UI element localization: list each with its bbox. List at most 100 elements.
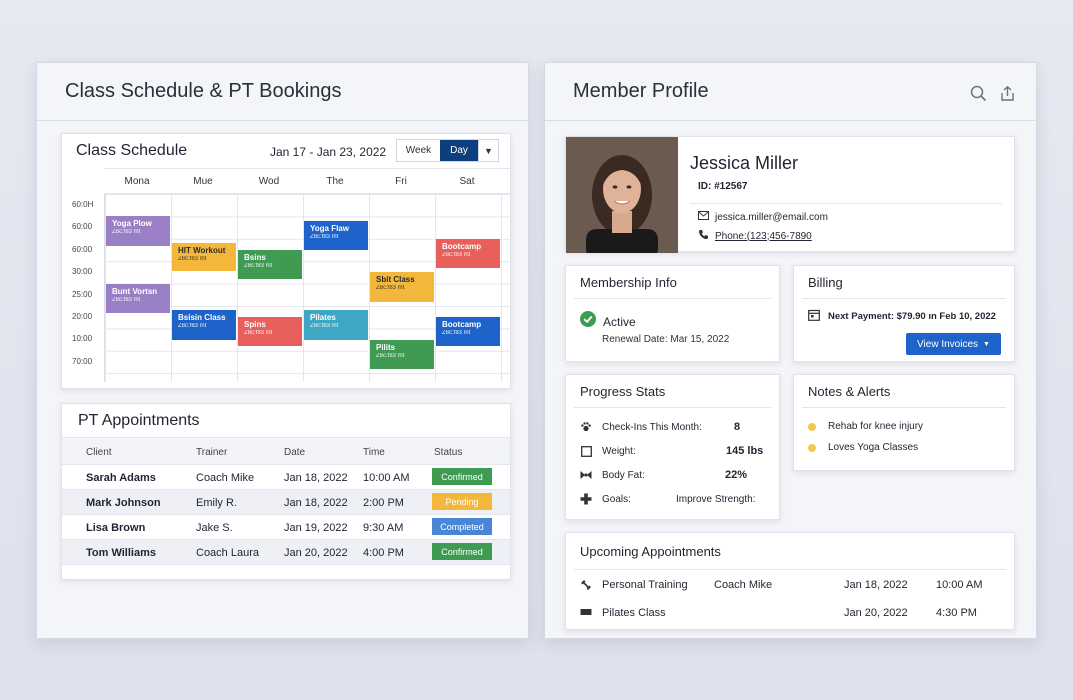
time-label: 10:00 — [72, 334, 93, 344]
appointment-type: Personal Training — [602, 579, 688, 591]
column-header: Trainer — [196, 447, 228, 458]
schedule-grid: Mona Mue Wod The Fri Sat 60:0H 60:00 60:00 30:00… — [62, 168, 512, 384]
column-header: Date — [284, 447, 306, 458]
day-label: Fri — [395, 176, 407, 187]
progress-stat: Weight: 145 lbs — [580, 445, 770, 457]
cross-icon — [580, 493, 592, 505]
member-name: Jessica Miller — [690, 153, 799, 173]
class-event[interactable]: Sbit Class Z8c:f83 mt — [370, 272, 434, 302]
search-icon[interactable] — [970, 85, 987, 107]
note-item: Rehab for knee injury — [808, 421, 923, 432]
event-time: Z8c:f83 mt — [112, 296, 141, 303]
time-label: 60:00 — [72, 244, 93, 254]
view-toggle: Week Day ▼ — [396, 139, 499, 162]
class-event[interactable]: Yoga Flaw Z8c:f83 mt — [304, 220, 368, 250]
view-invoices-button[interactable]: View Invoices ▼ — [906, 333, 1001, 355]
appointment-row[interactable]: Personal Training Coach Mike Jan 18, 202… — [566, 572, 1014, 598]
phone-link[interactable]: Phone:(123;456-7890 — [715, 230, 812, 242]
member-id: ID: #12567 — [698, 181, 748, 192]
time-label: 25:00 — [72, 289, 93, 299]
share-icon[interactable] — [999, 85, 1016, 107]
membership-status: Active — [580, 311, 636, 332]
dumbbell-icon — [580, 579, 592, 594]
day-view-button[interactable]: Day — [440, 140, 478, 161]
day-labels: Mona Mue Wod The Fri Sat — [104, 168, 510, 194]
panel-title: Class Schedule & PT Bookings — [37, 63, 528, 121]
cell-date: Jan 18, 2022 — [284, 497, 348, 509]
note-item: Loves Yoga Classes — [808, 442, 918, 453]
day-label: Sat — [459, 176, 475, 187]
email-text[interactable]: jessica.miller@email.com — [715, 211, 828, 223]
appointment-date: Jan 18, 2022 — [844, 579, 908, 591]
appointment-type: Pilates Class — [602, 607, 666, 619]
week-view-button[interactable]: Week — [397, 140, 440, 161]
billing-card: Billing Next Payment: $79.90 ın Feb 10, … — [793, 265, 1015, 362]
schedule-title: Class Schedule — [76, 142, 188, 159]
time-column: 60:0H 60:00 60:00 30:00 25:00 20:00 10:00 70:00 — [62, 194, 104, 382]
event-title: Bootcamp — [442, 241, 482, 251]
note-text: Rehab for knee injury — [828, 421, 924, 432]
class-event[interactable]: Bsins Z8c:f83 mt — [238, 250, 302, 280]
bowtie-icon — [580, 469, 592, 481]
alert-dot-icon — [808, 443, 816, 452]
time-label: 20:00 — [72, 312, 93, 321]
class-event[interactable]: Pilits Z8c:f83 mt — [370, 339, 434, 369]
event-time: Z8c:f83 mt — [244, 263, 273, 269]
event-title: Pilits — [376, 342, 396, 352]
table-row[interactable]: Tom Williams Coach Laura Jan 20, 2022 4:00 … — [62, 540, 510, 565]
progress-stat: Goals: Improve Strength: — [580, 493, 770, 505]
progress-title: Progress Stats — [580, 384, 666, 399]
time-label: 60:0H — [72, 200, 94, 209]
table-row[interactable]: Sarah Adams Coach Mike Jan 18, 2022 10:00 A… — [62, 465, 510, 490]
notes-title: Notes & Alerts — [808, 384, 891, 399]
event-title: Bsins — [244, 253, 266, 262]
progress-stats-card: Progress Stats Check-Ins This Month: 8 Wei… — [565, 374, 780, 520]
event-title: Bunt Vortsn — [112, 286, 158, 296]
progress-stat: Check-Ins This Month: 8 — [580, 421, 770, 433]
progress-stat: Body Fat: 22% — [580, 469, 770, 481]
class-event[interactable]: Spins Z8c:f83 mt — [238, 317, 302, 347]
status-badge: Pending — [432, 493, 492, 510]
class-event[interactable]: HIT Workout Z8c:f83 mt — [172, 243, 236, 272]
chevron-down-icon[interactable]: ▼ — [478, 140, 498, 161]
next-payment-row: Next Payment: $79.90 ın Feb 10, 2022 — [808, 309, 996, 324]
event-title: Yoga Plow — [112, 219, 152, 229]
event-title: Spins — [244, 320, 266, 330]
time-label: 30:00 — [72, 267, 93, 277]
pt-table: Client Trainer Date Time Status Sarah Ad… — [62, 437, 510, 565]
stat-label: Weight: — [602, 445, 636, 457]
panel-title: Member Profile — [545, 63, 1036, 121]
cell-time: 9:30 AM — [363, 522, 404, 534]
class-event[interactable]: Bunt Vortsn Z8c:f83 mt — [106, 283, 170, 313]
event-title: HIT Workout — [178, 246, 226, 256]
notes-alerts-card: Notes & Alerts Rehab for knee injury Lov… — [793, 374, 1015, 471]
phone-row: Phone:(123;456-7890 — [698, 229, 812, 243]
stat-value: 145 lbs — [726, 445, 764, 457]
class-event[interactable]: Pilates Z8c:f83 mt — [304, 310, 368, 340]
event-time: Z8c:f83 mt — [310, 323, 339, 330]
appointment-row[interactable]: Pilates Class Jan 20, 2022 4:30 PM — [566, 600, 1014, 626]
day-label: The — [326, 176, 344, 187]
membership-title: Membership Info — [580, 275, 677, 290]
class-event[interactable]: Bootcamp Z8c:f83 mt — [436, 317, 500, 347]
class-event[interactable]: Bootcamp Z8c:f83 mt — [436, 238, 500, 268]
membership-info-card: Membership Info Active Renewal Date: Mar… — [565, 265, 780, 362]
email-row: jessica.miller@email.com — [698, 211, 828, 223]
event-time: Z8c:f83 mt — [178, 256, 207, 263]
status-badge: Confirmed — [432, 468, 492, 485]
event-time: Z8c:f83 mt — [112, 229, 141, 236]
class-event[interactable]: Yoga Plow Z8c:f83 mt — [106, 216, 170, 246]
note-text: Loves Yoga Classes — [828, 442, 919, 453]
header-icons — [970, 85, 1016, 107]
event-time: Z8c:f83 mt — [376, 352, 405, 359]
alert-dot-icon — [808, 422, 816, 431]
event-time: Z8c:f83 mt — [178, 323, 207, 330]
table-row[interactable]: Mark Johnson Emily R. Jan 18, 2022 2:00 PM P… — [62, 490, 510, 515]
stat-label: Goals: — [602, 493, 631, 505]
class-event[interactable]: Bsisin Class Z8c:f83 mt — [172, 310, 236, 340]
avatar — [566, 137, 678, 253]
table-row[interactable]: Lisa Brown Jake S. Jan 19, 2022 9:30 AM Comp… — [62, 515, 510, 540]
event-title: Bootcamp — [442, 320, 482, 330]
class-schedule-card: Class Schedule Jan 17 - Jan 23, 2022 Wee… — [61, 133, 511, 389]
cell-date: Jan 19, 2022 — [284, 522, 348, 534]
